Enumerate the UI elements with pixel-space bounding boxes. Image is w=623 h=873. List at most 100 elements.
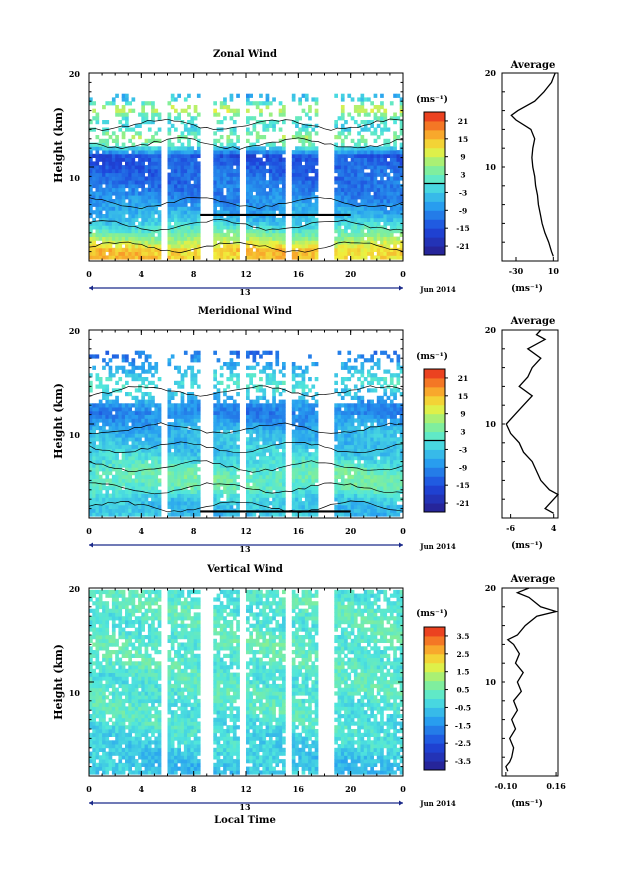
heatmap-cell: [216, 444, 221, 449]
heatmap-cell: [291, 161, 296, 166]
heatmap-cell: [347, 214, 352, 219]
heatmap-cell: [268, 150, 273, 155]
heatmap-cell: [334, 153, 338, 158]
heatmap-cell: [304, 187, 309, 192]
heatmap-cell: [134, 456, 139, 461]
heatmap-cell: [95, 187, 100, 192]
heatmap-cell: [108, 180, 113, 185]
heatmap-cell: [311, 165, 316, 170]
heatmap-cell: [291, 452, 296, 457]
heatmap-cell: [134, 410, 139, 415]
heatmap-cell: [262, 444, 267, 449]
heatmap-cell: [95, 373, 100, 378]
heatmap-cell: [311, 444, 316, 449]
heatmap-cell: [190, 497, 195, 502]
heatmap-cell: [115, 138, 119, 143]
heatmap-cell: [389, 183, 394, 189]
heatmap-cell: [190, 199, 195, 204]
heatmap-cell: [367, 161, 371, 166]
heatmap-cell: [180, 187, 185, 192]
heatmap-cell: [291, 456, 296, 461]
heatmap-cell: [298, 493, 302, 498]
heatmap-cell: [232, 410, 237, 415]
heatmap-cell: [134, 161, 139, 166]
heatmap-cell: [95, 195, 100, 200]
heatmap-cell: [170, 482, 175, 487]
heatmap-cell: [111, 512, 116, 517]
heatmap-cell: [295, 244, 299, 249]
heatmap-cell: [370, 101, 374, 106]
heatmap-cell: [187, 395, 191, 400]
heatmap-cell: [131, 508, 136, 513]
heatmap-cell: [144, 354, 149, 359]
heatmap-cell: [314, 255, 319, 260]
heatmap-cell: [304, 482, 309, 487]
heatmap-cell: [373, 127, 378, 132]
heatmap-cell: [89, 493, 93, 498]
heatmap-cell: [311, 240, 316, 245]
heatmap-cell: [259, 433, 263, 438]
heatmap-cell: [147, 255, 152, 260]
heatmap-cell: [138, 403, 142, 408]
heatmap-cell: [360, 221, 365, 226]
heatmap-cell: [268, 437, 273, 442]
heatmap-cell: [272, 377, 276, 382]
heatmap-cell: [196, 236, 201, 241]
heatmap-cell: [92, 225, 96, 230]
heatmap-cell: [151, 168, 155, 174]
heatmap-cell: [347, 191, 352, 196]
heatmap-cell: [229, 157, 234, 162]
heatmap-cell: [174, 202, 178, 207]
heatmap-cell: [370, 244, 374, 249]
heatmap-cell: [125, 176, 129, 181]
heatmap-cell: [128, 508, 132, 513]
heatmap-cell: [383, 247, 388, 252]
heatmap-cell: [92, 183, 96, 189]
heatmap-cell: [265, 482, 270, 487]
heatmap-cell: [216, 456, 221, 461]
heatmap-cell: [118, 180, 123, 185]
heatmap-cell: [262, 418, 267, 423]
heatmap-cell: [298, 467, 302, 472]
heatmap-cell: [353, 195, 358, 200]
heatmap-cell: [190, 172, 195, 177]
heatmap-cell: [196, 444, 201, 449]
heatmap-cell: [141, 410, 145, 415]
heatmap-cell: [138, 452, 142, 457]
heatmap-cell: [262, 176, 267, 181]
heatmap-cell: [151, 380, 155, 385]
heatmap-cell: [301, 407, 306, 412]
heatmap-cell: [295, 425, 299, 431]
heatmap-cell: [157, 232, 162, 237]
heatmap-cell: [187, 187, 191, 192]
heatmap-cell: [360, 191, 365, 196]
heatmap-cell: [216, 146, 221, 151]
heatmap-cell: [291, 407, 296, 412]
heatmap-cell: [131, 512, 136, 517]
average-y-tick-label: 20: [485, 68, 497, 78]
heatmap-cell: [380, 116, 384, 121]
heatmap-cell: [102, 180, 106, 185]
heatmap-cell: [278, 504, 283, 509]
heatmap-cell: [193, 474, 198, 479]
heatmap-cell: [89, 407, 93, 412]
heatmap-cell: [223, 471, 227, 476]
heatmap-cell: [298, 127, 302, 132]
heatmap-cell: [151, 493, 155, 498]
heatmap-cell: [268, 512, 273, 517]
heatmap-cell: [373, 157, 378, 162]
x-tick-label: 4: [139, 269, 145, 279]
heatmap-cell: [157, 146, 162, 151]
heatmap-cell: [246, 474, 250, 479]
heatmap-cell: [115, 157, 119, 162]
heatmap-cell: [373, 146, 378, 151]
heatmap-cell: [105, 150, 110, 155]
heatmap-cell: [301, 482, 306, 487]
heatmap-cell: [177, 403, 181, 408]
heatmap-cell: [308, 202, 312, 207]
heatmap-cell: [213, 377, 217, 382]
heatmap-cell: [115, 433, 119, 438]
heatmap-cell: [154, 210, 159, 215]
heatmap-cell: [193, 418, 198, 423]
heatmap-cell: [363, 161, 368, 166]
